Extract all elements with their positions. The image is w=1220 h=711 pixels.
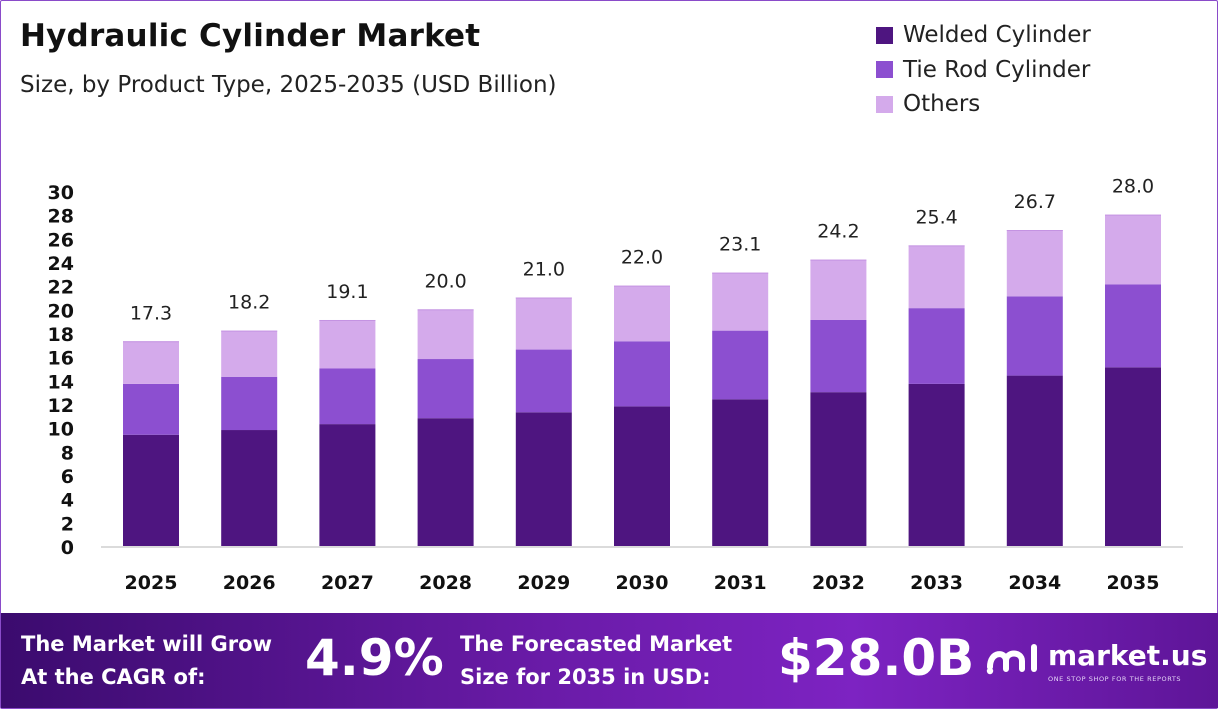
y-tick-label: 22 (48, 277, 74, 299)
forecast-value: $28.0B (778, 629, 975, 687)
bar-others-2027 (319, 319, 376, 369)
y-tick-label: 2 (61, 513, 74, 535)
y-tick-label: 28 (48, 206, 74, 228)
y-tick-label: 24 (48, 253, 74, 275)
bar-welded-cylinder-2035 (1105, 367, 1161, 546)
x-tick-label-2032: 2032 (812, 572, 865, 594)
bar-tie-rod-cylinder-2025 (123, 383, 179, 435)
total-label-2027: 19.1 (326, 281, 368, 303)
y-tick-label: 18 (48, 324, 74, 346)
stacked-bar-chart: 02468101214161820222426283017.3202518.22… (48, 176, 1183, 594)
bar-others-2035 (1105, 214, 1161, 285)
legend-item-welded-cylinder: Welded Cylinder (876, 18, 1091, 53)
bar-tie-rod-cylinder-2027 (319, 368, 376, 425)
x-tick-label-2035: 2035 (1107, 572, 1160, 594)
x-tick-label-2027: 2027 (321, 572, 374, 594)
cagr-value: 4.9% (305, 629, 444, 687)
bar-welded-cylinder-2031 (712, 399, 769, 546)
bar-others-2025 (123, 341, 179, 384)
bar-welded-cylinder-2027 (319, 424, 376, 546)
y-tick-label: 16 (48, 348, 74, 370)
legend-item-tie-rod-cylinder: Tie Rod Cylinder (876, 53, 1091, 88)
legend-swatch-tie-rod-cylinder (876, 61, 893, 79)
legend-label-welded-cylinder: Welded Cylinder (903, 22, 1091, 49)
bar-tie-rod-cylinder-2035 (1105, 284, 1161, 368)
bar-others-2026 (221, 330, 278, 377)
bar-welded-cylinder-2026 (221, 430, 278, 546)
total-label-2035: 28.0 (1112, 176, 1154, 198)
y-tick-label: 0 (61, 537, 74, 559)
bar-others-2031 (712, 272, 769, 331)
x-tick-label-2034: 2034 (1008, 572, 1061, 594)
bar-welded-cylinder-2030 (614, 406, 670, 546)
total-label-2029: 21.0 (523, 259, 565, 281)
total-label-2033: 25.4 (915, 206, 957, 228)
brand-tagline: ONE STOP SHOP FOR THE REPORTS (1048, 675, 1182, 683)
x-tick-label-2026: 2026 (223, 572, 276, 594)
x-tick-label-2031: 2031 (714, 572, 767, 594)
bar-welded-cylinder-2034 (1006, 375, 1063, 546)
bar-welded-cylinder-2032 (810, 392, 867, 546)
bar-tie-rod-cylinder-2032 (810, 319, 867, 393)
bar-welded-cylinder-2025 (123, 434, 179, 546)
bar-others-2032 (810, 259, 867, 320)
y-tick-label: 8 (61, 442, 74, 464)
bar-tie-rod-cylinder-2026 (221, 376, 278, 431)
forecast-label-line1: The Forecasted Market (460, 632, 733, 656)
market-us-logo-icon (986, 644, 1037, 675)
bar-welded-cylinder-2033 (908, 383, 965, 546)
total-label-2028: 20.0 (424, 270, 466, 292)
y-tick-label: 26 (48, 229, 74, 251)
x-tick-label-2025: 2025 (125, 572, 178, 594)
cagr-label-line2: At the CAGR of: (21, 665, 206, 689)
bar-others-2033 (908, 245, 965, 309)
y-tick-label: 4 (61, 490, 74, 512)
total-label-2034: 26.7 (1014, 191, 1056, 213)
bar-tie-rod-cylinder-2029 (515, 349, 572, 413)
legend: Welded Cylinder Tie Rod Cylinder Others (876, 18, 1091, 122)
y-tick-label: 10 (48, 419, 74, 441)
bar-welded-cylinder-2029 (515, 412, 572, 546)
bar-tie-rod-cylinder-2033 (908, 308, 965, 384)
total-label-2032: 24.2 (817, 221, 859, 243)
y-tick-label: 6 (61, 466, 74, 488)
y-tick-label: 14 (48, 371, 74, 393)
bar-others-2034 (1006, 230, 1063, 297)
chart-subtitle: Size, by Product Type, 2025-2035 (USD Bi… (20, 72, 557, 98)
chart-title: Hydraulic Cylinder Market (20, 18, 481, 54)
bar-tie-rod-cylinder-2034 (1006, 296, 1063, 376)
forecast-label: The Forecasted Market Size for 2035 in U… (460, 628, 732, 694)
y-tick-label: 12 (48, 395, 74, 417)
y-tick-label: 30 (48, 182, 74, 204)
legend-label-others: Others (903, 91, 981, 118)
x-tick-label-2028: 2028 (419, 572, 472, 594)
x-tick-label-2033: 2033 (910, 572, 963, 594)
bar-tie-rod-cylinder-2028 (417, 359, 474, 419)
y-tick-label: 20 (48, 300, 74, 322)
bar-tie-rod-cylinder-2030 (614, 341, 670, 407)
brand-name: market.us (1048, 639, 1208, 672)
total-label-2026: 18.2 (228, 292, 270, 314)
cagr-label-line1: The Market will Grow (21, 632, 272, 656)
bar-others-2028 (417, 309, 474, 360)
forecast-label-line2: Size for 2035 in USD: (460, 665, 711, 689)
bar-others-2030 (614, 285, 670, 342)
legend-swatch-welded-cylinder (876, 26, 893, 44)
bar-others-2029 (515, 297, 572, 350)
cagr-label: The Market will Grow At the CAGR of: (21, 628, 272, 694)
legend-swatch-others (876, 95, 893, 113)
legend-label-tie-rod-cylinder: Tie Rod Cylinder (903, 56, 1091, 83)
total-label-2025: 17.3 (130, 302, 172, 324)
legend-item-others: Others (876, 87, 1091, 122)
x-tick-label-2029: 2029 (517, 572, 570, 594)
total-label-2030: 22.0 (621, 247, 663, 269)
bar-welded-cylinder-2028 (417, 418, 474, 546)
total-label-2031: 23.1 (719, 234, 761, 256)
brand-logo: market.us ONE STOP SHOP FOR THE REPORTS (986, 635, 1207, 683)
bar-tie-rod-cylinder-2031 (712, 330, 769, 400)
x-tick-label-2030: 2030 (616, 572, 669, 594)
footer-banner: The Market will Grow At the CAGR of: 4.9… (1, 613, 1218, 708)
